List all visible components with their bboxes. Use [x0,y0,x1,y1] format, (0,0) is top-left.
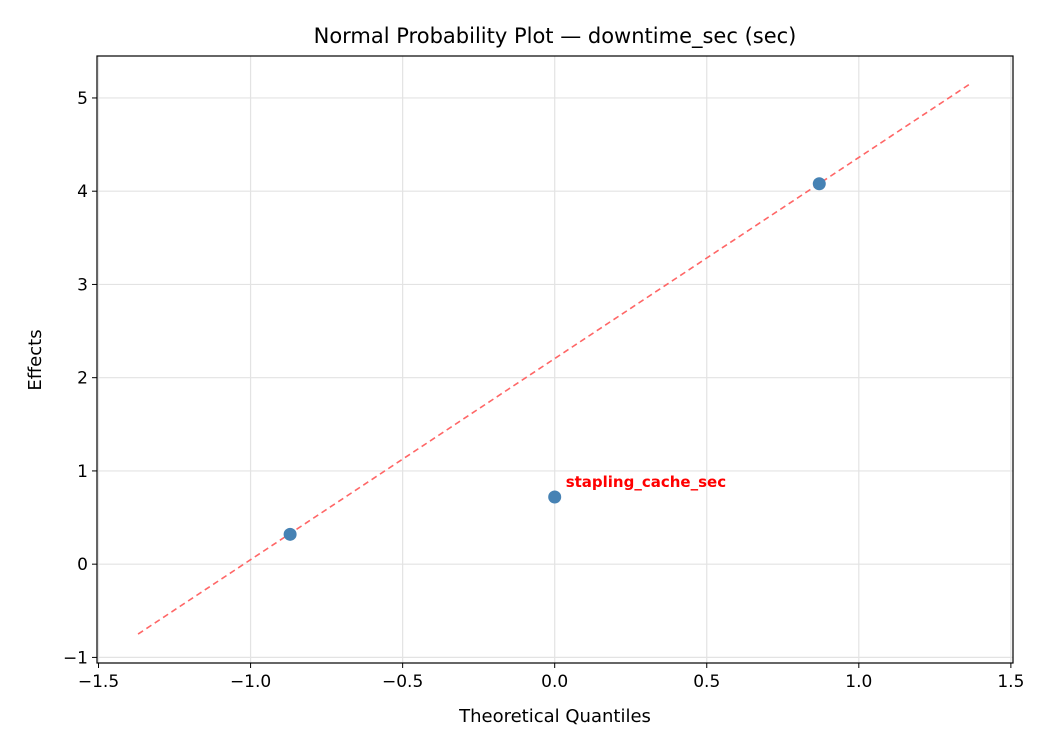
chart-title: Normal Probability Plot — downtime_sec (… [314,24,797,49]
y-axis-label: Effects [25,329,46,390]
x-tick-label: 1.5 [997,672,1024,692]
y-tick-label: 2 [77,369,88,389]
y-tick-label: −1 [63,648,88,668]
x-axis-ticks: −1.5 −1.0 −0.5 0.0 0.5 1.0 1.5 [78,663,1024,692]
y-tick-label: 4 [77,182,88,202]
y-tick-label: 5 [77,89,88,109]
reference-line-group [137,82,972,635]
y-tick-label: 0 [77,555,88,575]
x-axis-label: Theoretical Quantiles [458,706,651,727]
x-tick-label: −0.5 [382,672,423,692]
y-axis-ticks: −1 0 1 2 3 4 5 [63,89,97,668]
x-tick-label: 0.0 [541,672,568,692]
x-tick-label: −1.0 [230,672,271,692]
y-tick-label: 1 [77,462,88,482]
x-tick-label: 0.5 [693,672,720,692]
points-group: stapling_cache_sec [283,177,826,541]
data-point [283,527,297,541]
data-point [548,490,562,504]
x-tick-label: 1.0 [845,672,872,692]
reference-line [137,82,972,635]
x-tick-label: −1.5 [78,672,119,692]
data-point [812,177,826,191]
point-annotation: stapling_cache_sec [566,473,726,491]
y-tick-label: 3 [77,275,88,295]
